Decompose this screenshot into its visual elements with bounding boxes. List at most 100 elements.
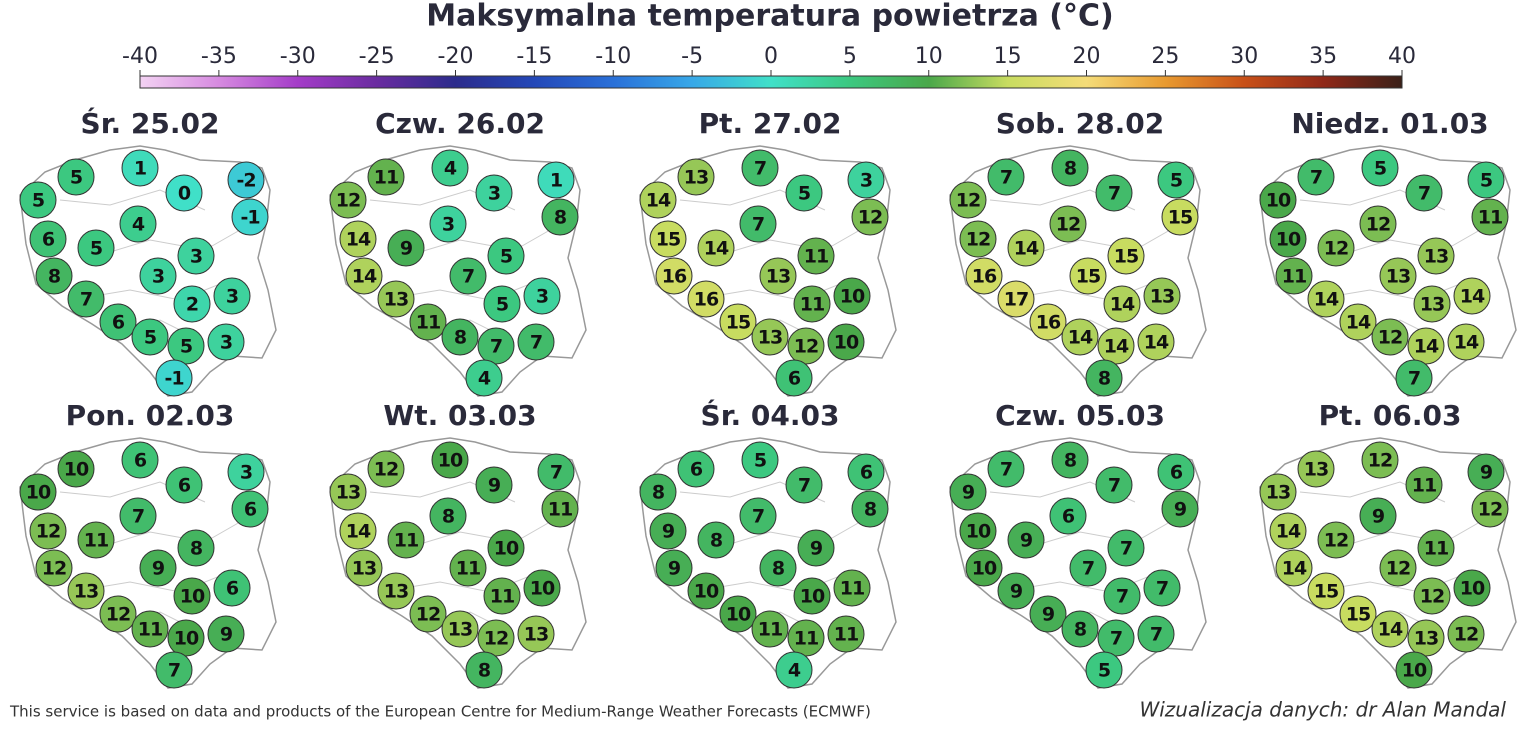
station-marker (1359, 205, 1397, 243)
station-value: 5 (496, 294, 508, 316)
station-value: 10 (966, 521, 991, 543)
station-value: 15 (1168, 207, 1192, 229)
station-value: 13 (336, 482, 360, 504)
station-marker (231, 490, 269, 528)
station-marker (1275, 549, 1313, 587)
station-value: 7 (1408, 368, 1420, 390)
station-marker (441, 610, 479, 648)
station-value: 12 (336, 190, 360, 212)
station-value: 10 (64, 459, 89, 481)
station-value: 13 (524, 624, 548, 646)
station-value: 8 (190, 538, 203, 560)
station-marker (537, 161, 575, 199)
station-marker (677, 158, 715, 196)
station-value: 14 (1068, 327, 1093, 349)
station-marker (483, 577, 521, 615)
station-value: 6 (1170, 462, 1183, 484)
station-value: 12 (1324, 530, 1348, 552)
station-marker (1405, 466, 1443, 504)
station-marker (1467, 453, 1505, 491)
station-value: 11 (1424, 538, 1448, 560)
station-value: 14 (1282, 558, 1307, 580)
station-marker (1061, 318, 1099, 356)
station-marker (965, 257, 1003, 295)
colorbar-tick-label: 10 (915, 44, 943, 69)
station-marker (1161, 198, 1199, 236)
station-value: 14 (1104, 336, 1129, 358)
station-marker (475, 466, 513, 504)
station-marker (1107, 529, 1145, 567)
station-value: 11 (548, 499, 572, 521)
station-value: 13 (384, 581, 408, 603)
station-value: 8 (1074, 619, 1087, 641)
panel-label: Śr. 25.02 (81, 106, 220, 140)
station-value: 7 (530, 332, 542, 354)
station-value: 8 (710, 530, 723, 552)
station-value: 5 (90, 238, 102, 260)
colorbar-tick-label: -10 (595, 44, 631, 69)
map-panel: Pt. 06.03 13 12 11 9 13 9 12 14 12 11 12 14 10 12 15 15 1… (1259, 399, 1517, 689)
station-marker (1007, 229, 1045, 267)
station-value: 8 (454, 327, 467, 349)
station-marker (847, 453, 885, 491)
station-value: 12 (1478, 499, 1502, 521)
station-marker (119, 497, 157, 535)
station-marker (119, 205, 157, 243)
station-value: 3 (442, 214, 454, 236)
map-panel: Wt. 03.03 12 10 9 7 13 8 11 14 11 10 11 13 10 11 13 12 13… (329, 399, 587, 689)
station-value: 9 (400, 238, 412, 260)
station-value: 11 (84, 530, 108, 552)
station-marker (1413, 577, 1451, 615)
station-marker (759, 549, 797, 587)
station-value: 11 (1412, 475, 1436, 497)
station-marker (213, 277, 251, 315)
station-marker (139, 549, 177, 587)
station-value: 13 (1424, 246, 1448, 268)
station-value: 7 (1110, 628, 1122, 650)
station-value: 16 (972, 266, 997, 288)
station-marker (227, 453, 265, 491)
station-value: 7 (462, 266, 474, 288)
station-value: 7 (1156, 578, 1168, 600)
station-marker (1095, 174, 1133, 212)
station-marker (1447, 615, 1485, 653)
station-marker (751, 318, 789, 356)
station-marker (523, 569, 561, 607)
station-marker (1049, 205, 1087, 243)
station-marker (517, 323, 555, 361)
map-panel: Pon. 02.03 10 6 6 3 10 7 6 12 11 8 9 12 6 10 13 12 11 9 10 7 (19, 399, 277, 689)
station-value: 13 (352, 558, 376, 580)
station-marker (1007, 521, 1045, 559)
station-marker (1029, 303, 1067, 341)
station-value: 11 (834, 624, 858, 646)
station-value: 16 (694, 289, 719, 311)
station-marker (655, 257, 693, 295)
station-value: 10 (834, 332, 859, 354)
station-marker (57, 450, 95, 488)
station-value: 11 (394, 530, 418, 552)
station-value: 9 (662, 521, 674, 543)
station-value: 6 (1062, 506, 1075, 528)
station-value: 7 (752, 214, 764, 236)
station-value: 7 (490, 336, 502, 358)
station-value: 13 (684, 167, 708, 189)
colorbar-tick-label: -15 (516, 44, 552, 69)
station-marker (1467, 161, 1505, 199)
station-value: 6 (112, 312, 125, 334)
station-value: 9 (1042, 604, 1054, 626)
station-value: 12 (42, 558, 66, 580)
station-marker (541, 490, 579, 528)
station-marker (367, 450, 405, 488)
station-value: 12 (966, 229, 990, 251)
station-marker (231, 198, 269, 236)
station-marker (1137, 323, 1175, 361)
station-marker (793, 285, 831, 323)
station-marker (377, 572, 415, 610)
station-value: 12 (1420, 586, 1444, 608)
panel-label: Czw. 05.03 (995, 399, 1165, 432)
station-marker (487, 237, 525, 275)
station-value: 10 (26, 482, 51, 504)
station-value: 9 (1174, 499, 1186, 521)
